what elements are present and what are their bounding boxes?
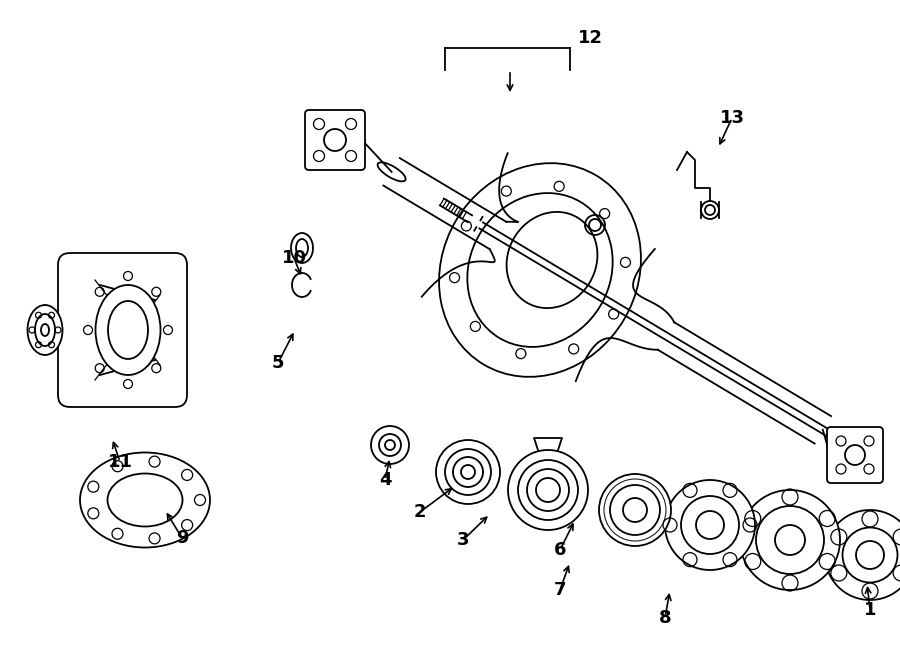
Ellipse shape <box>825 510 900 600</box>
Ellipse shape <box>439 163 641 377</box>
Ellipse shape <box>467 193 613 347</box>
Text: 2: 2 <box>414 503 427 521</box>
Text: 4: 4 <box>379 471 392 489</box>
Text: 11: 11 <box>107 453 132 471</box>
Text: 5: 5 <box>272 354 284 372</box>
Text: 10: 10 <box>282 249 307 267</box>
Text: 7: 7 <box>554 581 566 599</box>
Ellipse shape <box>95 285 160 375</box>
Ellipse shape <box>80 453 210 547</box>
Text: 8: 8 <box>659 609 671 627</box>
Ellipse shape <box>291 233 313 263</box>
Text: 13: 13 <box>719 109 744 127</box>
Ellipse shape <box>371 426 409 464</box>
FancyBboxPatch shape <box>305 110 365 170</box>
Ellipse shape <box>701 201 719 219</box>
Text: 6: 6 <box>554 541 566 559</box>
Ellipse shape <box>507 212 598 308</box>
Ellipse shape <box>436 440 500 504</box>
Text: 9: 9 <box>176 529 188 547</box>
Text: 1: 1 <box>864 601 877 619</box>
Ellipse shape <box>740 490 840 590</box>
Text: 12: 12 <box>578 29 602 47</box>
FancyBboxPatch shape <box>58 253 187 407</box>
Ellipse shape <box>665 480 755 570</box>
Ellipse shape <box>508 450 588 530</box>
FancyBboxPatch shape <box>827 427 883 483</box>
Ellipse shape <box>599 474 671 546</box>
Ellipse shape <box>28 305 62 355</box>
Text: 3: 3 <box>456 531 469 549</box>
